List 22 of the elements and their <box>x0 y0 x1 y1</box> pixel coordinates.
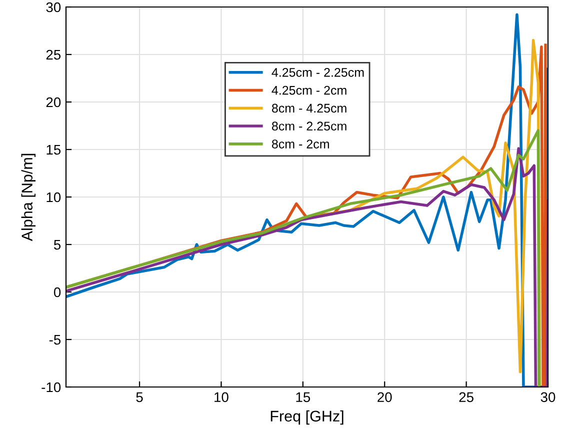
y-tick-label: 25 <box>46 50 61 60</box>
x-tick-label: 30 <box>540 392 556 402</box>
legend-label: 8cm - 2cm <box>272 140 329 148</box>
y-tick-label: -10 <box>42 382 61 392</box>
y-tick-label: 30 <box>46 2 61 12</box>
legend-label: 4.25cm - 2cm <box>272 86 346 95</box>
legend-label: 8cm - 2.25cm <box>272 122 346 131</box>
x-tick-label: 25 <box>459 392 474 402</box>
x-tick-label: 5 <box>136 392 143 402</box>
y-tick-label: 20 <box>46 97 61 108</box>
y-tick-label: 5 <box>54 240 61 250</box>
y-axis-title: Alpha [Np/m] <box>21 154 36 242</box>
x-tick-label: 10 <box>214 392 228 402</box>
y-tick-label: 10 <box>46 192 61 202</box>
x-tick-label: 20 <box>378 392 392 402</box>
y-tick-label: 15 <box>46 144 61 155</box>
legend-label: 4.25cm - 2.25cm <box>272 68 364 77</box>
legend-label: 8cm - 4.25cm <box>272 104 346 113</box>
y-tick-label: 0 <box>54 287 61 298</box>
x-tick-label: 15 <box>296 392 310 402</box>
y-tick-label: -5 <box>49 334 61 345</box>
x-axis-title: Freq [GHz] <box>270 410 344 425</box>
